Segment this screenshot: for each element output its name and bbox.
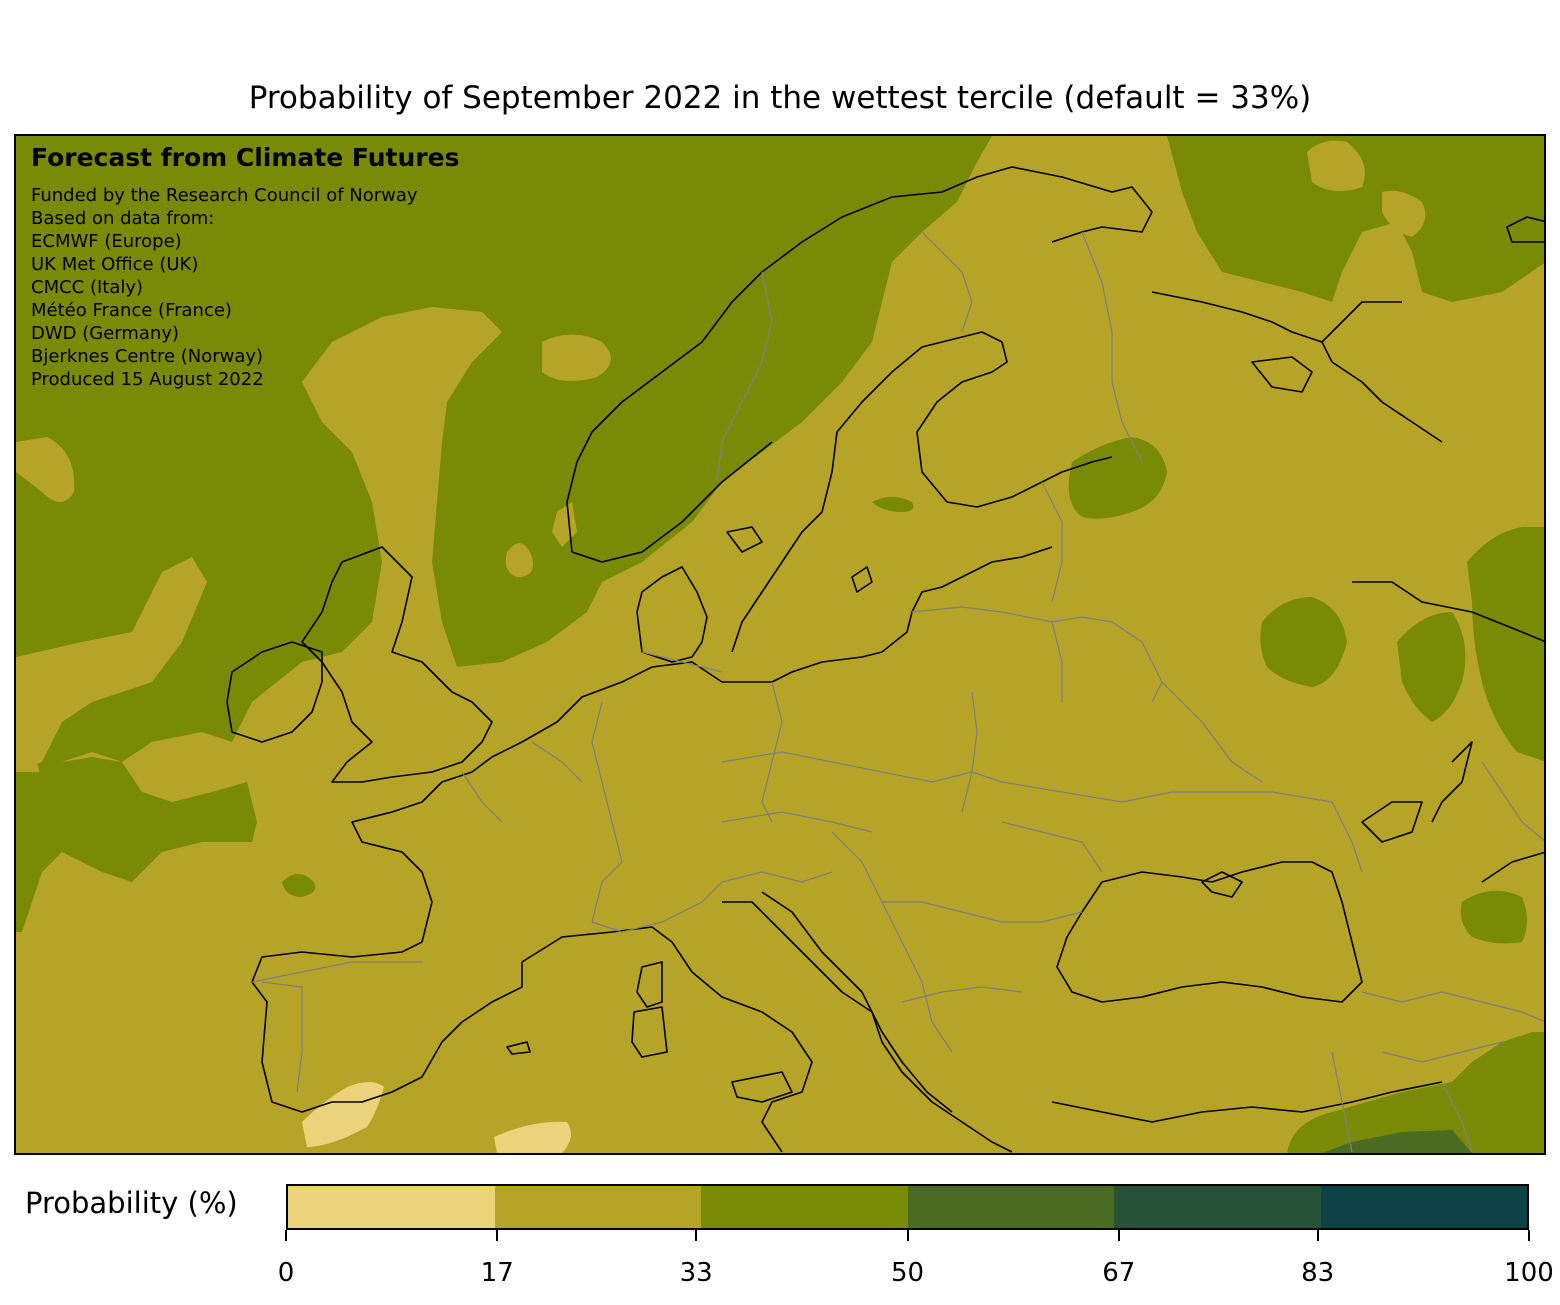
credits-line: Produced 15 August 2022 xyxy=(31,369,264,390)
dry-band-atlantic xyxy=(16,557,207,772)
wet-region-atlantic xyxy=(16,136,992,782)
credits-block: Forecast from Climate Futures Funded by … xyxy=(31,143,459,391)
credits-line: Bjerknes Centre (Norway) xyxy=(31,346,264,367)
colorbar-segment xyxy=(288,1186,495,1228)
map-frame xyxy=(14,134,1546,1155)
credits-line: ECMWF (Europe) xyxy=(31,231,182,252)
credits-line: Météo France (France) xyxy=(31,300,232,321)
dry-patch-barents-2 xyxy=(1382,190,1426,237)
wet-patch-caucasus xyxy=(1460,890,1527,944)
colorbar-segment xyxy=(1320,1186,1527,1228)
dry-patch-west xyxy=(16,437,75,502)
colorbar-tick-label: 33 xyxy=(679,1258,713,1288)
colorbar-segment xyxy=(907,1186,1114,1228)
map-title: Probability of September 2022 in the wet… xyxy=(248,80,1312,116)
country-borders xyxy=(251,231,1544,1153)
wet-region-biscay xyxy=(16,757,257,932)
dry-patch-south-norway xyxy=(505,543,533,577)
colorbar xyxy=(286,1184,1529,1230)
credits-heading: Forecast from Climate Futures xyxy=(31,143,460,172)
colorbar-tick-label: 100 xyxy=(1504,1258,1554,1288)
probability-map xyxy=(16,136,1544,1153)
dry-patch-north-sea xyxy=(542,334,611,381)
wet-patch-finland xyxy=(1068,437,1167,519)
colorbar-tick-label: 67 xyxy=(1102,1258,1136,1288)
colorbar-label: Probability (%) xyxy=(25,1186,238,1220)
dry-patch-algeria xyxy=(494,1121,571,1153)
wet-patch-russia-3 xyxy=(1397,612,1466,722)
colorbar-tick-label: 83 xyxy=(1301,1258,1335,1288)
wet-patch-russia-2 xyxy=(1467,527,1544,762)
credits-line: Funded by the Research Council of Norway xyxy=(31,185,418,206)
wet-patch-small xyxy=(282,873,316,897)
wet-region-southeast xyxy=(1287,1032,1544,1153)
wet-patch-sweden xyxy=(872,497,914,512)
wetter-patch-southeast xyxy=(1322,1130,1472,1153)
colorbar-segment xyxy=(494,1186,701,1228)
credits-line: UK Met Office (UK) xyxy=(31,254,199,275)
credits-line: DWD (Germany) xyxy=(31,323,180,344)
dry-patch-iberia xyxy=(302,1082,384,1147)
wet-region-barents xyxy=(1167,136,1544,302)
colorbar-tick-label: 0 xyxy=(277,1258,295,1288)
wet-patch-russia-1 xyxy=(1260,597,1347,687)
colorbar-tick-label: 17 xyxy=(480,1258,514,1288)
colorbar-ticks: 0 17 33 50 67 83 100 xyxy=(278,1230,1554,1290)
colorbar-segment xyxy=(701,1186,908,1228)
colorbar-tick-label: 50 xyxy=(890,1258,925,1288)
credits-line: Based on data from: xyxy=(31,208,215,229)
colorbar-segment xyxy=(1114,1186,1321,1228)
credits-line: CMCC (Italy) xyxy=(31,277,144,298)
dry-patch-barents xyxy=(1307,140,1365,191)
